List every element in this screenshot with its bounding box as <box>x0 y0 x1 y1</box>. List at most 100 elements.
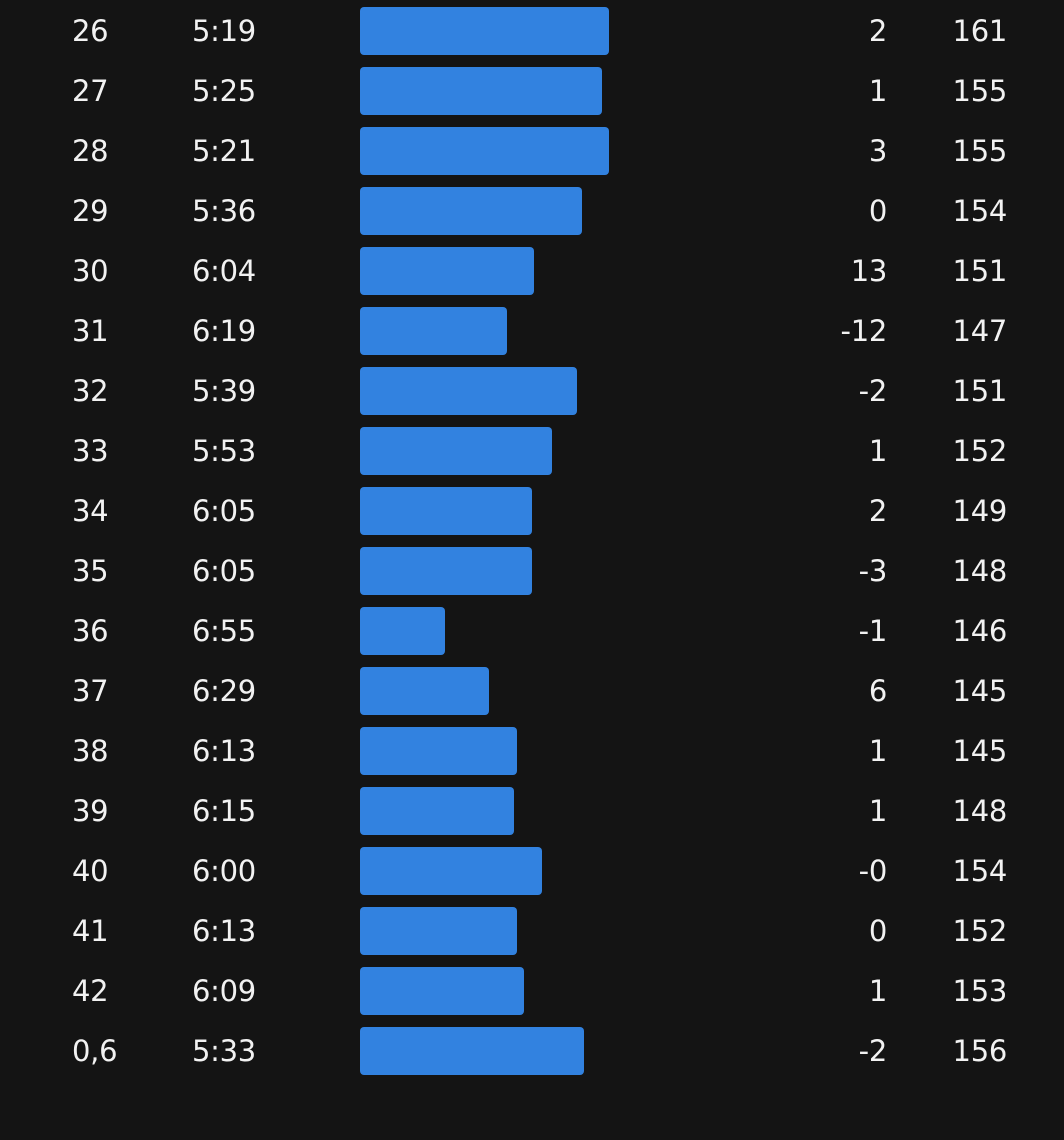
pace-bar <box>360 307 507 355</box>
split-elevation: -3 <box>858 554 888 588</box>
split-pace: 6:13 <box>192 734 256 768</box>
pace-bar <box>360 487 532 535</box>
split-heart-rate: 145 <box>952 734 1008 768</box>
split-row: 29 5:36 0 154 <box>0 181 1064 241</box>
pace-bar <box>360 7 609 55</box>
split-heart-rate: 152 <box>952 434 1008 468</box>
split-heart-rate: 146 <box>952 614 1008 648</box>
pace-bar <box>360 67 602 115</box>
pace-bar <box>360 127 609 175</box>
split-elevation: -1 <box>858 614 888 648</box>
split-pace: 6:04 <box>192 254 256 288</box>
split-row: 34 6:05 2 149 <box>0 481 1064 541</box>
pace-bar <box>360 187 582 235</box>
split-row: 28 5:21 3 155 <box>0 121 1064 181</box>
split-km: 28 <box>72 134 109 168</box>
split-heart-rate: 154 <box>952 194 1008 228</box>
split-km: 29 <box>72 194 109 228</box>
split-elevation: -0 <box>858 854 888 888</box>
split-pace: 6:29 <box>192 674 256 708</box>
split-elevation: 1 <box>868 734 887 768</box>
split-pace: 5:21 <box>192 134 256 168</box>
split-pace: 6:05 <box>192 494 256 528</box>
split-km: 42 <box>72 974 109 1008</box>
splits-table: 26 5:19 2 161 27 5:25 1 155 28 5:21 3 155 29 5:36 0 154… <box>0 1 1064 1081</box>
pace-bar <box>360 727 517 775</box>
split-pace: 5:36 <box>192 194 256 228</box>
split-km: 39 <box>72 794 109 828</box>
split-heart-rate: 154 <box>952 854 1008 888</box>
split-row: 38 6:13 1 145 <box>0 721 1064 781</box>
split-heart-rate: 161 <box>952 14 1008 48</box>
split-pace: 6:19 <box>192 314 256 348</box>
split-heart-rate: 147 <box>952 314 1008 348</box>
split-km: 41 <box>72 914 109 948</box>
split-heart-rate: 148 <box>952 794 1008 828</box>
split-pace: 6:13 <box>192 914 256 948</box>
split-elevation: 1 <box>868 74 887 108</box>
pace-bar <box>360 847 542 895</box>
split-row: 40 6:00 -0 154 <box>0 841 1064 901</box>
split-km: 0,6 <box>72 1034 118 1068</box>
split-heart-rate: 155 <box>952 134 1008 168</box>
split-row: 31 6:19 -12 147 <box>0 301 1064 361</box>
pace-bar <box>360 1027 584 1075</box>
split-heart-rate: 148 <box>952 554 1008 588</box>
split-heart-rate: 155 <box>952 74 1008 108</box>
split-km: 37 <box>72 674 109 708</box>
split-row: 33 5:53 1 152 <box>0 421 1064 481</box>
split-pace: 5:53 <box>192 434 256 468</box>
pace-bar <box>360 907 517 955</box>
split-elevation: 1 <box>868 434 887 468</box>
pace-bar <box>360 547 532 595</box>
split-pace: 6:09 <box>192 974 256 1008</box>
pace-bar <box>360 787 514 835</box>
pace-bar <box>360 367 577 415</box>
split-elevation: 1 <box>868 974 887 1008</box>
split-pace: 5:33 <box>192 1034 256 1068</box>
pace-bar <box>360 967 524 1015</box>
split-heart-rate: 149 <box>952 494 1008 528</box>
split-elevation: -12 <box>840 314 888 348</box>
split-km: 38 <box>72 734 109 768</box>
split-pace: 5:25 <box>192 74 256 108</box>
split-row: 36 6:55 -1 146 <box>0 601 1064 661</box>
split-km: 30 <box>72 254 109 288</box>
split-row: 27 5:25 1 155 <box>0 61 1064 121</box>
split-pace: 6:55 <box>192 614 256 648</box>
split-km: 33 <box>72 434 109 468</box>
split-elevation: 2 <box>868 494 887 528</box>
split-row: 32 5:39 -2 151 <box>0 361 1064 421</box>
split-pace: 6:15 <box>192 794 256 828</box>
split-km: 26 <box>72 14 109 48</box>
split-pace: 6:00 <box>192 854 256 888</box>
split-elevation: 0 <box>868 914 887 948</box>
split-heart-rate: 152 <box>952 914 1008 948</box>
split-row: 35 6:05 -3 148 <box>0 541 1064 601</box>
split-heart-rate: 156 <box>952 1034 1008 1068</box>
split-heart-rate: 151 <box>952 374 1008 408</box>
split-heart-rate: 153 <box>952 974 1008 1008</box>
split-elevation: 2 <box>868 14 887 48</box>
split-row: 41 6:13 0 152 <box>0 901 1064 961</box>
split-elevation: 3 <box>868 134 887 168</box>
split-km: 32 <box>72 374 109 408</box>
split-pace: 5:19 <box>192 14 256 48</box>
split-pace: 5:39 <box>192 374 256 408</box>
pace-bar <box>360 247 534 295</box>
split-row: 39 6:15 1 148 <box>0 781 1064 841</box>
split-row: 26 5:19 2 161 <box>0 1 1064 61</box>
pace-bar <box>360 607 445 655</box>
split-km: 27 <box>72 74 109 108</box>
pace-bar <box>360 667 489 715</box>
split-pace: 6:05 <box>192 554 256 588</box>
split-row: 0,6 5:33 -2 156 <box>0 1021 1064 1081</box>
split-elevation: 1 <box>868 794 887 828</box>
split-row: 42 6:09 1 153 <box>0 961 1064 1021</box>
split-elevation: 0 <box>868 194 887 228</box>
split-elevation: -2 <box>858 1034 888 1068</box>
split-km: 40 <box>72 854 109 888</box>
split-row: 37 6:29 6 145 <box>0 661 1064 721</box>
split-heart-rate: 151 <box>952 254 1008 288</box>
split-elevation: 6 <box>868 674 887 708</box>
